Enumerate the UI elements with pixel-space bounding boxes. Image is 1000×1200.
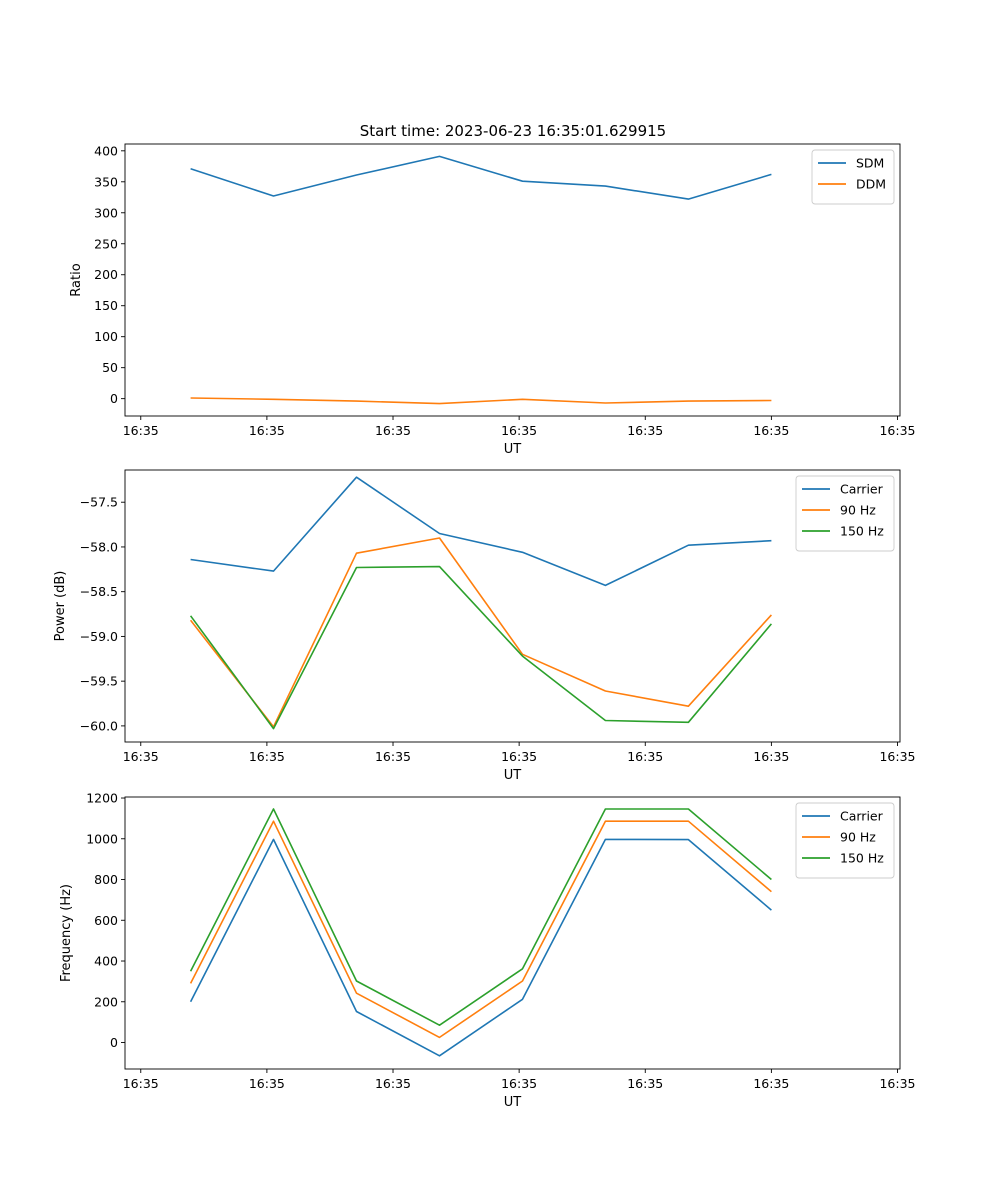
y-tick-label: 100 <box>94 329 118 344</box>
x-tick-label: 16:35 <box>753 1076 789 1091</box>
x-tick-label: 16:35 <box>627 423 663 438</box>
x-tick-label: 16:35 <box>249 749 285 764</box>
figure-title: Start time: 2023-06-23 16:35:01.629915 <box>360 122 666 140</box>
x-tick-label: 16:35 <box>627 1076 663 1091</box>
legend-label: 150 Hz <box>840 524 884 539</box>
x-tick-label: 16:35 <box>879 1076 915 1091</box>
legend-label: Carrier <box>840 809 884 824</box>
y-tick-label: −58.0 <box>80 539 118 554</box>
x-tick-label: 16:35 <box>123 749 159 764</box>
legend-box <box>795 802 895 879</box>
legend-box <box>795 475 895 552</box>
x-tick-label: 16:35 <box>879 423 915 438</box>
legend-label: DDM <box>856 177 886 192</box>
y-tick-label: 200 <box>94 994 118 1009</box>
series-line-carrier <box>190 476 772 587</box>
y-tick-label: −57.5 <box>80 495 118 510</box>
y-axis-label: Ratio <box>69 263 84 296</box>
x-tick-label: 16:35 <box>879 749 915 764</box>
panel-1: 16:35 16:35 16:35 16:35 16:35 16:35 16:35 0 50 10… <box>69 143 916 457</box>
y-tick-label: 600 <box>94 913 118 928</box>
x-axis-label: UT <box>504 442 522 457</box>
x-tick-label: 16:35 <box>627 749 663 764</box>
y-tick-label: −59.0 <box>80 629 118 644</box>
legend-label: 90 Hz <box>840 503 876 518</box>
legend-label: Carrier <box>840 482 884 497</box>
y-tick-label: 400 <box>94 954 118 969</box>
series-line-90-hz <box>189 820 772 1039</box>
panels: 16:35 16:35 16:35 16:35 16:35 16:35 16:35 0 50 10… <box>53 143 916 1110</box>
y-tick-label: 400 <box>94 143 118 158</box>
panel-2: 16:35 16:35 16:35 16:35 16:35 16:35 16:35 −60.0… <box>53 469 916 783</box>
x-tick-label: 16:35 <box>501 749 537 764</box>
x-tick-label: 16:35 <box>501 423 537 438</box>
panel-3: 16:35 16:35 16:35 16:35 16:35 16:35 16:35 0 200 4… <box>59 791 916 1110</box>
y-tick-label: 350 <box>94 174 118 189</box>
x-axis-label: UT <box>504 1095 522 1110</box>
y-tick-label: 0 <box>110 391 118 406</box>
y-tick-label: −59.5 <box>80 674 118 689</box>
series-line-150-hz <box>189 565 773 730</box>
y-tick-label: 250 <box>94 236 118 251</box>
series-line-90-hz <box>189 537 772 728</box>
y-tick-label: −58.5 <box>80 584 118 599</box>
y-tick-label: −60.0 <box>80 718 118 733</box>
y-tick-label: 150 <box>94 298 118 313</box>
plot-frame <box>124 469 901 743</box>
x-axis-label: UT <box>504 768 522 783</box>
legend-label: SDM <box>856 156 884 171</box>
legend: Carrier 90 Hz 150 Hz <box>795 475 895 552</box>
x-tick-label: 16:35 <box>375 749 411 764</box>
x-tick-label: 16:35 <box>249 423 285 438</box>
y-tick-label: 50 <box>102 360 118 375</box>
series-line-150-hz <box>189 808 772 1026</box>
legend-label: 150 Hz <box>840 851 884 866</box>
y-tick-label: 1000 <box>86 831 118 846</box>
plot-frame <box>124 796 901 1070</box>
y-axis-label: Power (dB) <box>53 571 68 642</box>
plot-frame <box>124 143 901 417</box>
y-axis-label: Frequency (Hz) <box>59 884 74 982</box>
y-tick-label: 300 <box>94 205 118 220</box>
y-tick-label: 1200 <box>86 791 118 806</box>
series-line-carrier <box>189 838 772 1057</box>
legend-label: 90 Hz <box>840 830 876 845</box>
x-tick-label: 16:35 <box>123 1076 159 1091</box>
x-tick-label: 16:35 <box>501 1076 537 1091</box>
series-line-ddm <box>190 397 772 405</box>
x-tick-label: 16:35 <box>375 1076 411 1091</box>
y-tick-label: 200 <box>94 267 118 282</box>
legend: Carrier 90 Hz 150 Hz <box>795 802 895 879</box>
y-tick-label: 800 <box>94 872 118 887</box>
legend: SDM DDM <box>811 149 895 205</box>
x-tick-label: 16:35 <box>249 1076 285 1091</box>
y-tick-label: 0 <box>110 1035 118 1050</box>
series-line-sdm <box>190 155 772 200</box>
x-tick-label: 16:35 <box>123 423 159 438</box>
x-tick-label: 16:35 <box>753 423 789 438</box>
x-tick-label: 16:35 <box>753 749 789 764</box>
x-tick-label: 16:35 <box>375 423 411 438</box>
